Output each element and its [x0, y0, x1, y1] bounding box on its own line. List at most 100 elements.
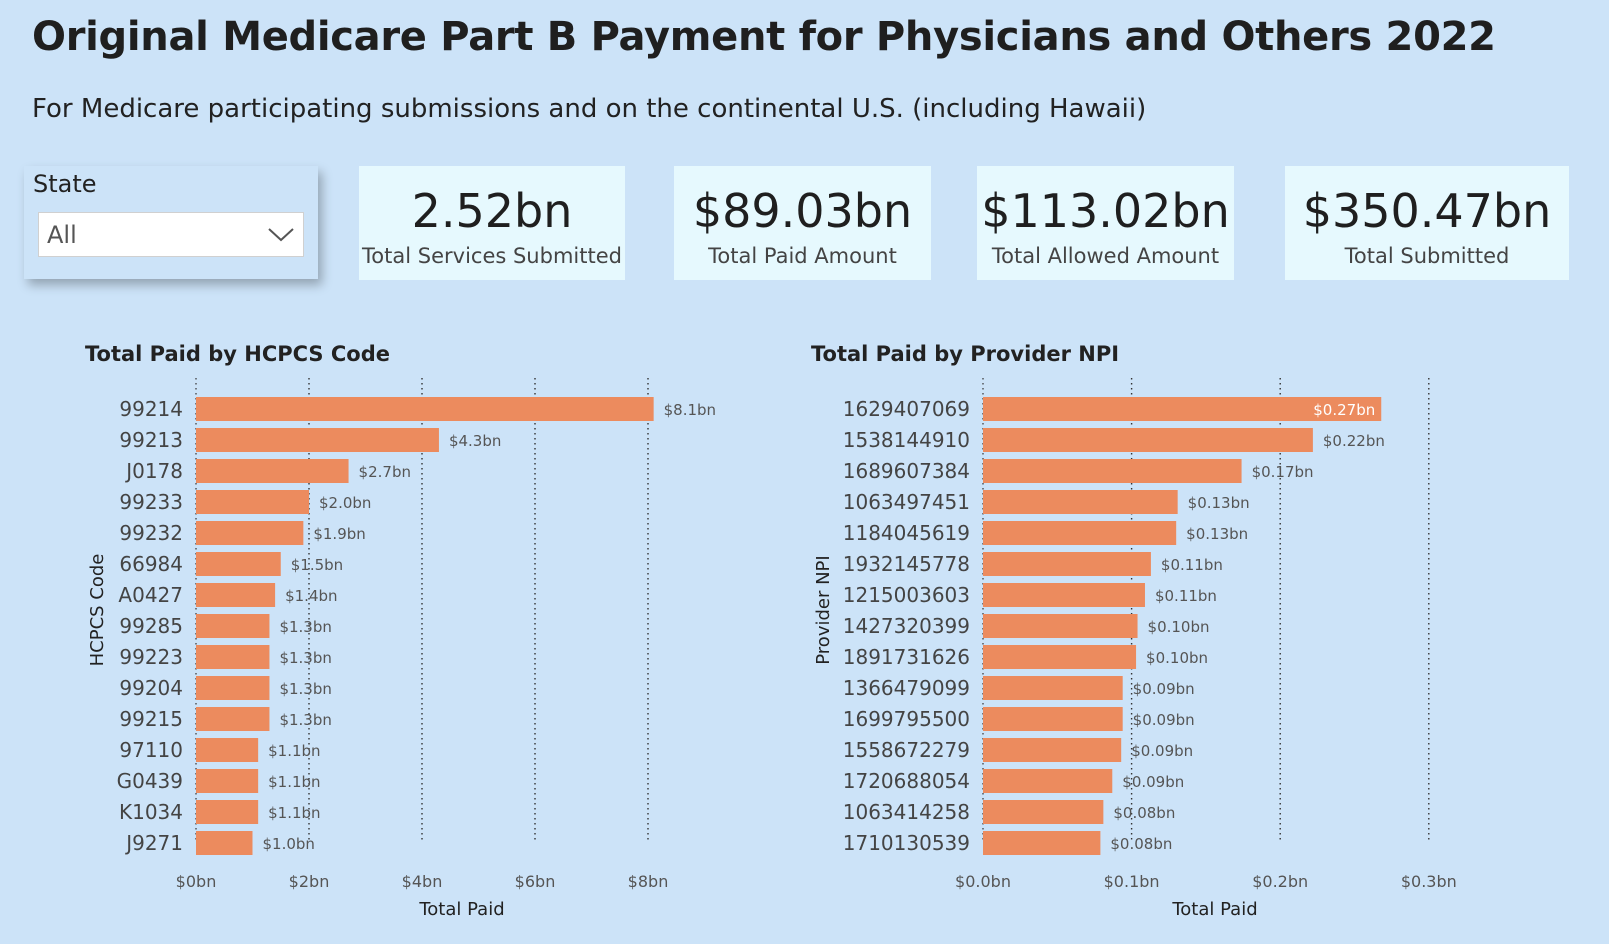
x-axis-title: Total Paid — [1171, 899, 1257, 920]
data-label: $0.27bn — [1313, 401, 1375, 419]
category-label: J0178 — [124, 459, 183, 483]
bar — [983, 614, 1138, 638]
kpi-value: $89.03bn — [692, 184, 913, 238]
category-label: 1699795500 — [843, 707, 970, 731]
category-label: 1538144910 — [843, 428, 970, 452]
bar — [983, 800, 1104, 824]
bar — [196, 645, 270, 669]
data-label: $2.0bn — [319, 494, 371, 512]
state-slicer: State All — [24, 166, 318, 279]
bar — [983, 428, 1313, 452]
kpi-card-paid: $89.03bn Total Paid Amount — [674, 166, 931, 280]
category-label: 99285 — [119, 614, 183, 638]
data-label: $1.4bn — [285, 587, 337, 605]
bar — [196, 614, 270, 638]
category-label: 99204 — [119, 676, 183, 700]
data-label: $0.10bn — [1146, 649, 1208, 667]
hcpcs-chart: Total Paid by HCPCS Code $0bn $2bn $4bn $6b… — [0, 330, 800, 930]
category-label: 66984 — [119, 552, 183, 576]
bar — [196, 459, 349, 483]
kpi-card-services: 2.52bn Total Services Submitted — [359, 166, 625, 280]
y-axis-title: Provider NPI — [813, 555, 834, 664]
bar — [983, 521, 1177, 545]
kpi-value: 2.52bn — [411, 184, 573, 238]
npi-chart-plot: $0.0bn $0.1bn $0.2bn $0.3bn 1629407069 $0.27b… — [813, 378, 1457, 920]
data-label: $2.7bn — [359, 463, 411, 481]
bar — [196, 428, 439, 452]
data-label: $1.3bn — [279, 649, 331, 667]
data-label: $0.08bn — [1113, 804, 1175, 822]
category-label: A0427 — [118, 583, 183, 607]
data-label: $0.11bn — [1161, 556, 1223, 574]
bar — [983, 552, 1151, 576]
data-label: $8.1bn — [664, 401, 716, 419]
category-label: 1689607384 — [843, 459, 970, 483]
category-label: 1629407069 — [843, 397, 970, 421]
category-label: 1215003603 — [843, 583, 970, 607]
bar — [196, 831, 253, 855]
data-label: $1.3bn — [279, 680, 331, 698]
bar — [983, 738, 1122, 762]
category-label: 1427320399 — [843, 614, 970, 638]
x-tick-label: $8bn — [628, 872, 669, 891]
data-label: $1.0bn — [263, 835, 315, 853]
bar — [983, 490, 1178, 514]
data-label: $1.9bn — [313, 525, 365, 543]
bar — [196, 397, 654, 421]
page-subtitle: For Medicare participating submissions a… — [32, 94, 1147, 124]
chart-title: Total Paid by HCPCS Code — [85, 342, 390, 366]
data-label: $0.09bn — [1133, 711, 1195, 729]
data-label: $1.1bn — [268, 804, 320, 822]
bar — [983, 459, 1242, 483]
data-label: $1.3bn — [279, 711, 331, 729]
bar — [983, 397, 1382, 421]
category-label: 1891731626 — [843, 645, 970, 669]
category-label: K1034 — [119, 800, 183, 824]
data-label: $0.09bn — [1122, 773, 1184, 791]
category-label: 99214 — [119, 397, 183, 421]
data-label: $0.10bn — [1148, 618, 1210, 636]
bar — [983, 645, 1137, 669]
kpi-value: $113.02bn — [981, 184, 1230, 238]
kpi-label: Total Services Submitted — [362, 244, 622, 268]
category-label: 1063497451 — [843, 490, 970, 514]
data-label: $0.11bn — [1155, 587, 1217, 605]
npi-chart: Total Paid by Provider NPI $0.0bn $0.1bn $… — [800, 330, 1609, 930]
bar — [983, 707, 1123, 731]
y-axis-title: HCPCS Code — [87, 554, 108, 667]
data-label: $0.09bn — [1133, 680, 1195, 698]
page-title: Original Medicare Part B Payment for Phy… — [32, 14, 1496, 60]
x-tick-label: $0.1bn — [1104, 872, 1160, 891]
category-label: 99232 — [119, 521, 183, 545]
category-label: 99213 — [119, 428, 183, 452]
x-tick-label: $2bn — [289, 872, 330, 891]
bar — [196, 583, 276, 607]
category-label: G0439 — [117, 769, 183, 793]
bar — [983, 676, 1123, 700]
data-label: $1.3bn — [279, 618, 331, 636]
bar — [983, 583, 1145, 607]
category-label: 1720688054 — [843, 769, 970, 793]
kpi-card-allowed: $113.02bn Total Allowed Amount — [977, 166, 1234, 280]
category-label: 99233 — [119, 490, 183, 514]
bar — [196, 738, 259, 762]
bar — [196, 676, 270, 700]
x-tick-label: $0bn — [176, 872, 217, 891]
chevron-down-icon — [268, 228, 294, 242]
category-label: 1184045619 — [843, 521, 970, 545]
state-dropdown[interactable]: All — [38, 212, 304, 257]
category-label: 99223 — [119, 645, 183, 669]
category-label: 1063414258 — [843, 800, 970, 824]
state-dropdown-value: All — [47, 221, 77, 249]
category-label: 1710130539 — [843, 831, 970, 855]
data-label: $0.13bn — [1186, 525, 1248, 543]
kpi-label: Total Paid Amount — [708, 244, 897, 268]
bar — [196, 707, 270, 731]
data-label: $0.22bn — [1323, 432, 1385, 450]
category-label: 1558672279 — [843, 738, 970, 762]
x-tick-label: $0.2bn — [1252, 872, 1308, 891]
kpi-value: $350.47bn — [1302, 184, 1552, 238]
x-axis-title: Total Paid — [418, 899, 504, 920]
kpi-label: Total Submitted — [1344, 244, 1510, 268]
x-tick-label: $0.3bn — [1401, 872, 1457, 891]
